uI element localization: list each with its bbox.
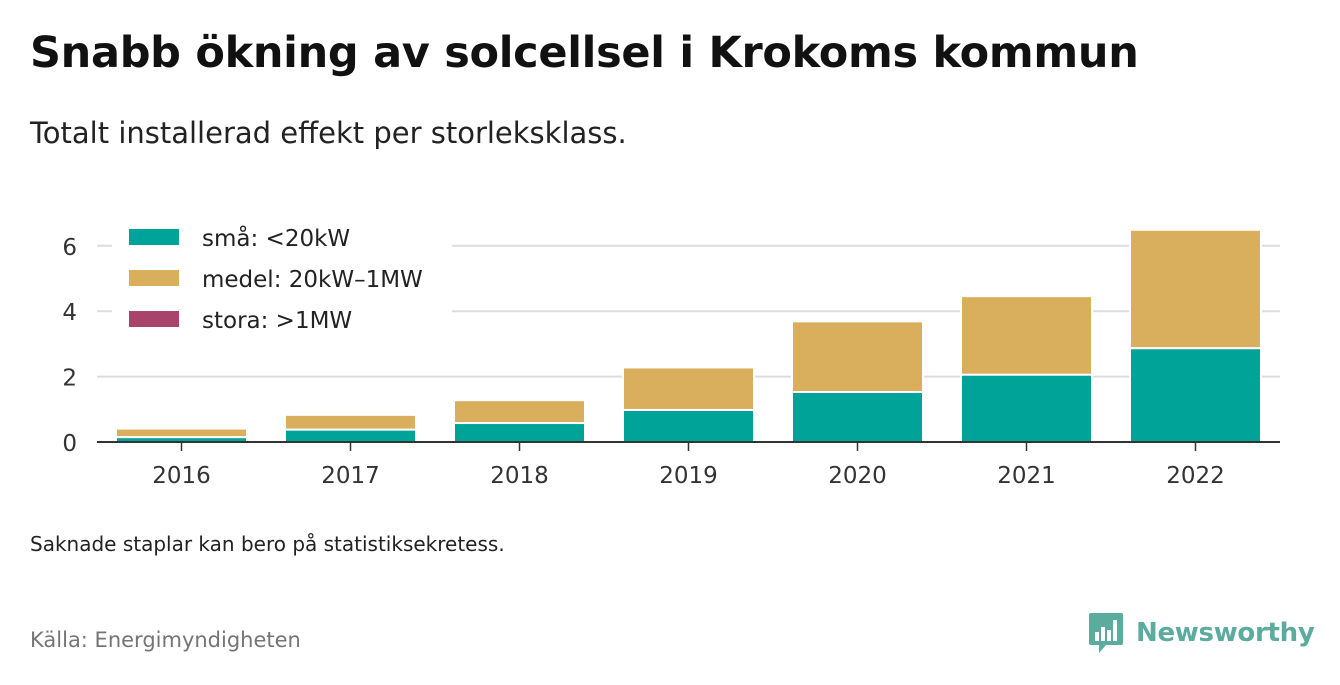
bar-2020-series-2 (791, 320, 924, 393)
legend-label-3: stora: >1MW (202, 308, 352, 334)
y-tick-label-2: 2 (62, 366, 77, 392)
bar-2020-series-1 (791, 390, 924, 443)
logo-wordmark: Newsworthy (1136, 618, 1315, 648)
x-tick-label-2016: 2016 (152, 463, 211, 489)
bar-2018-series-2 (453, 399, 586, 425)
bar-2022-series-2 (1129, 228, 1262, 350)
newsworthy-logo-icon (1089, 613, 1123, 653)
y-tick-label-6: 6 (62, 235, 77, 261)
legend-swatch-3 (129, 311, 179, 327)
bar-2017-series-1 (284, 428, 417, 444)
x-tick-label-2022: 2022 (1166, 463, 1225, 489)
bar-2019-series-2 (622, 366, 755, 411)
bar-2017-series-2 (284, 413, 417, 431)
x-tick-label-2020: 2020 (828, 463, 887, 489)
legend-swatch-2 (129, 270, 179, 286)
x-tick-label-2019: 2019 (659, 463, 718, 489)
legend-label-2: medel: 20kW–1MW (202, 267, 423, 293)
bar-2022-series-1 (1129, 347, 1262, 443)
chart-title: Snabb ökning av solcellsel i Krokoms kom… (30, 28, 1139, 78)
bar-2019-series-1 (622, 408, 755, 444)
y-tick-label-4: 4 (62, 300, 77, 326)
newsworthy-logo[interactable]: Newsworthy (1088, 612, 1315, 654)
x-tick-label-2021: 2021 (997, 463, 1056, 489)
bar-chart: 0 2 4 6 2016 2017 2018 2019 2020 2021 2022 små: <2… (62, 224, 1280, 489)
source-label: Källa: Energimyndigheten (30, 628, 301, 652)
y-tick-label-0: 0 (62, 431, 77, 457)
bar-2018-series-1 (453, 422, 586, 443)
footnote: Saknade staplar kan bero på statistiksek… (30, 532, 505, 556)
x-tick-label-2018: 2018 (490, 463, 549, 489)
legend-label-1: små: <20kW (202, 224, 350, 252)
bar-2016-series-2 (115, 427, 248, 439)
legend-swatch-1 (129, 229, 179, 245)
chart-subtitle: Totalt installerad effekt per storlekskl… (30, 116, 627, 150)
x-tick-label-2017: 2017 (321, 463, 380, 489)
bar-2021-series-1 (960, 373, 1093, 443)
bar-2021-series-2 (960, 295, 1093, 376)
